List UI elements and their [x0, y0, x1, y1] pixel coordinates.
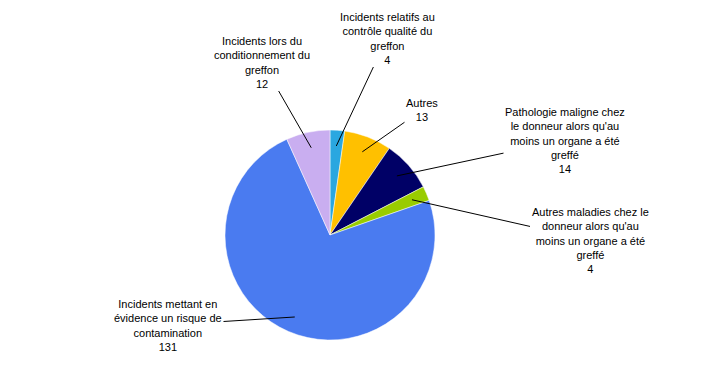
svg-text:Incidents lors duconditionneme: Incidents lors duconditionnement dugreff…: [214, 35, 310, 90]
svg-text:Pathologie maligne chezle donn: Pathologie maligne chezle donneur alors …: [505, 106, 625, 175]
svg-text:Incidents mettant enévidence u: Incidents mettant enévidence un risque d…: [114, 298, 222, 353]
svg-text:Autres maladies chez ledonneur: Autres maladies chez ledonneur alors qu'…: [532, 206, 649, 275]
svg-text:Incidents relatifs aucontrôle: Incidents relatifs aucontrôle qualité du…: [340, 11, 435, 66]
svg-text:Autres13: Autres13: [406, 97, 438, 123]
